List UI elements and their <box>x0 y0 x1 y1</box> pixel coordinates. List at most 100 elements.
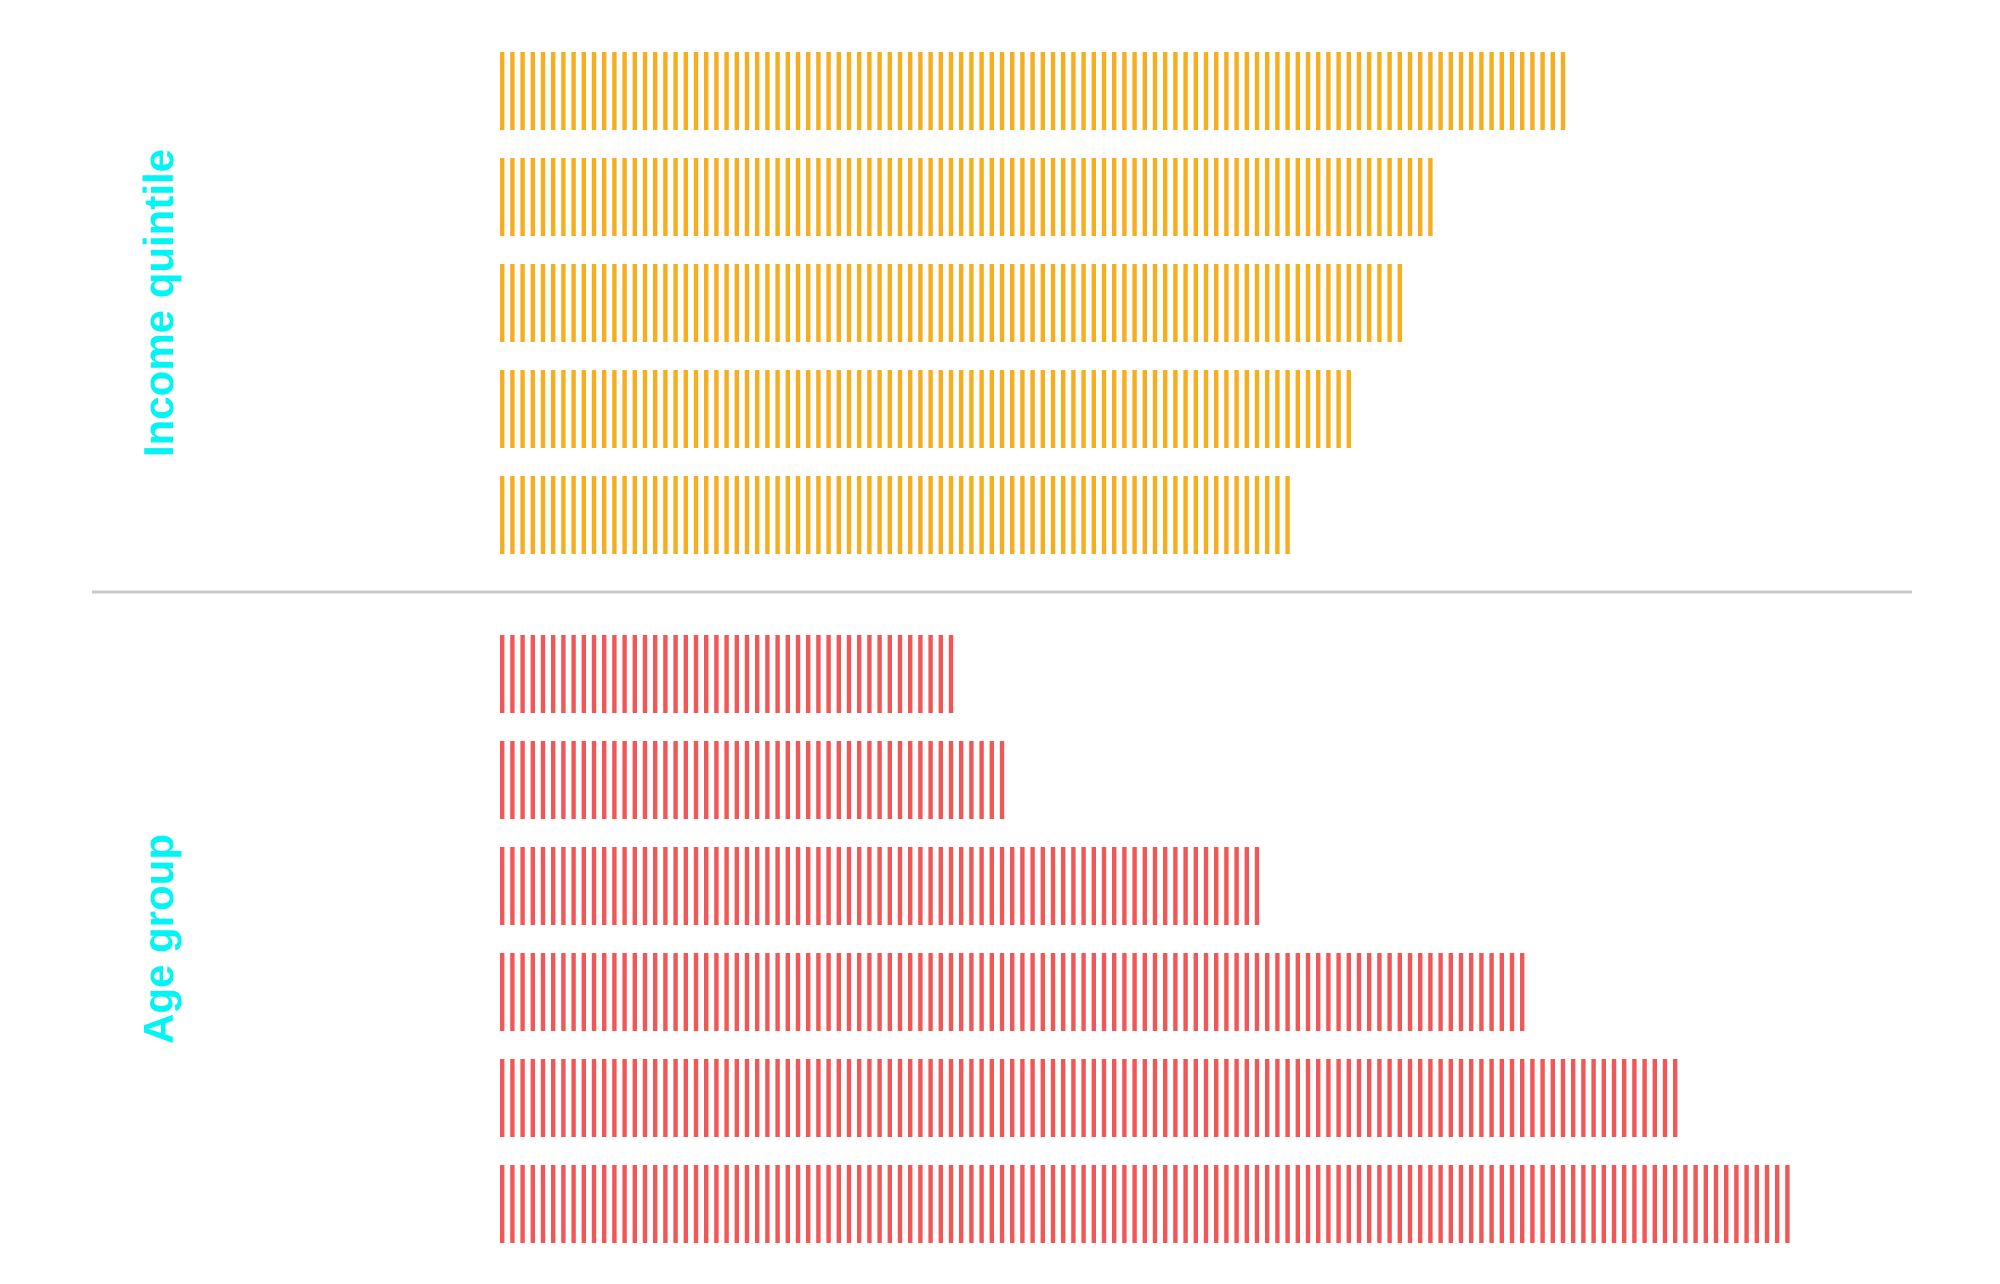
bar-stripe <box>1081 953 1086 1031</box>
bar-stripe <box>1509 953 1515 1031</box>
bar-stripe <box>1122 52 1127 130</box>
bar-stripe <box>1601 1059 1606 1137</box>
bar-stripe <box>959 1165 964 1243</box>
bar-stripe <box>561 370 566 448</box>
bar-stripe <box>1040 264 1045 342</box>
bar-stripe <box>938 370 943 448</box>
bar-stripe <box>591 264 597 342</box>
bar-stripe <box>642 158 648 236</box>
bar-stripe <box>1520 953 1525 1031</box>
bar-stripe <box>887 370 892 448</box>
bar-stripe <box>1642 1165 1647 1243</box>
bar-stripe <box>1479 52 1484 130</box>
bar-stripe <box>1061 1165 1066 1243</box>
bar-stripe <box>816 476 821 554</box>
bar-stripe <box>908 847 913 925</box>
bar-stripe <box>1142 370 1147 448</box>
bar-stripe <box>540 847 546 925</box>
bar-stripe <box>1101 476 1107 554</box>
bar-stripe <box>1499 52 1504 130</box>
bar-stripe <box>1550 1059 1555 1137</box>
bar-stripe <box>1244 52 1249 130</box>
bar-stripe <box>663 1165 668 1243</box>
bar-stripe <box>530 847 535 925</box>
bar-stripe <box>1050 953 1056 1031</box>
bar-stripe <box>1305 1165 1311 1243</box>
bar-stripe <box>887 953 892 1031</box>
bar-stripe <box>1295 370 1300 448</box>
bar-stripe <box>1295 953 1300 1031</box>
bar-stripe <box>948 635 954 713</box>
bar-stripe <box>540 476 546 554</box>
bar-stripe <box>1142 158 1147 236</box>
bar-stripe <box>734 741 739 819</box>
bar-stripe <box>1387 52 1392 130</box>
bar-stripe <box>530 476 535 554</box>
bar-stripe <box>1407 1165 1413 1243</box>
bar-stripe <box>836 264 841 342</box>
bar-stripe <box>1591 1059 1596 1137</box>
bar-stripe <box>612 52 617 130</box>
bar-stripe <box>704 1165 709 1243</box>
bar-stripe <box>1458 953 1464 1031</box>
bar-stripe <box>806 847 811 925</box>
bar-stripe <box>1683 1165 1688 1243</box>
bar-stripe <box>1193 847 1198 925</box>
bar-stripe <box>846 52 852 130</box>
bar-stripe <box>1050 370 1056 448</box>
bar-stripe <box>1112 158 1117 236</box>
bar-stripe <box>1061 264 1066 342</box>
bar-stripe <box>765 741 770 819</box>
bar-stripe <box>1458 52 1464 130</box>
bar-stripe <box>1183 52 1188 130</box>
bar-stripe <box>1244 1059 1249 1137</box>
bar-stripe <box>663 52 668 130</box>
bar-stripe <box>908 1165 913 1243</box>
bar-stripe <box>1101 847 1107 925</box>
bar-stripe <box>1142 1165 1147 1243</box>
bar-stripe <box>959 264 964 342</box>
bar-stripe <box>918 370 923 448</box>
bar-stripe <box>1132 52 1137 130</box>
bar-stripe <box>663 953 668 1031</box>
bar-stripe <box>1071 953 1076 1031</box>
bar-stripe <box>510 953 515 1031</box>
bar-stripe <box>571 158 576 236</box>
bar-stripe <box>500 264 505 342</box>
bar-stripe <box>530 158 535 236</box>
bar-stripe <box>591 953 597 1031</box>
bar-stripe <box>1428 1059 1433 1137</box>
bar-stripe <box>1101 370 1107 448</box>
bar-stripe <box>1407 1059 1413 1137</box>
bar-stripe <box>867 635 872 713</box>
bar-stripe <box>571 264 576 342</box>
bar-stripe <box>683 953 688 1031</box>
bar-stripe <box>826 953 831 1031</box>
bar-stripe <box>989 1165 994 1243</box>
bar-stripe <box>1489 1165 1494 1243</box>
bar-stripe <box>928 370 933 448</box>
bar-group0-row1 <box>500 158 1433 236</box>
bar-stripe <box>765 264 770 342</box>
bar-stripe <box>836 635 841 713</box>
bar-stripe <box>1326 953 1331 1031</box>
bar-stripe <box>1163 264 1168 342</box>
bar-stripe <box>928 1165 933 1243</box>
bar-stripe <box>1397 1165 1402 1243</box>
bar-stripe <box>1254 264 1260 342</box>
bar-stripe <box>724 635 729 713</box>
bar-stripe <box>1173 158 1178 236</box>
bar-stripe <box>867 847 872 925</box>
bar-stripe <box>724 741 729 819</box>
bar-stripe <box>1234 847 1239 925</box>
bar-stripe <box>591 847 597 925</box>
bar-stripe <box>1132 476 1137 554</box>
bar-stripe <box>908 370 913 448</box>
bar-stripe <box>1377 264 1382 342</box>
bar-stripe <box>948 52 954 130</box>
bar-stripe <box>959 953 964 1031</box>
bar-stripe <box>744 741 750 819</box>
bar-stripe <box>1061 370 1066 448</box>
bar-stripe <box>1040 52 1045 130</box>
bar-stripe <box>1101 158 1107 236</box>
